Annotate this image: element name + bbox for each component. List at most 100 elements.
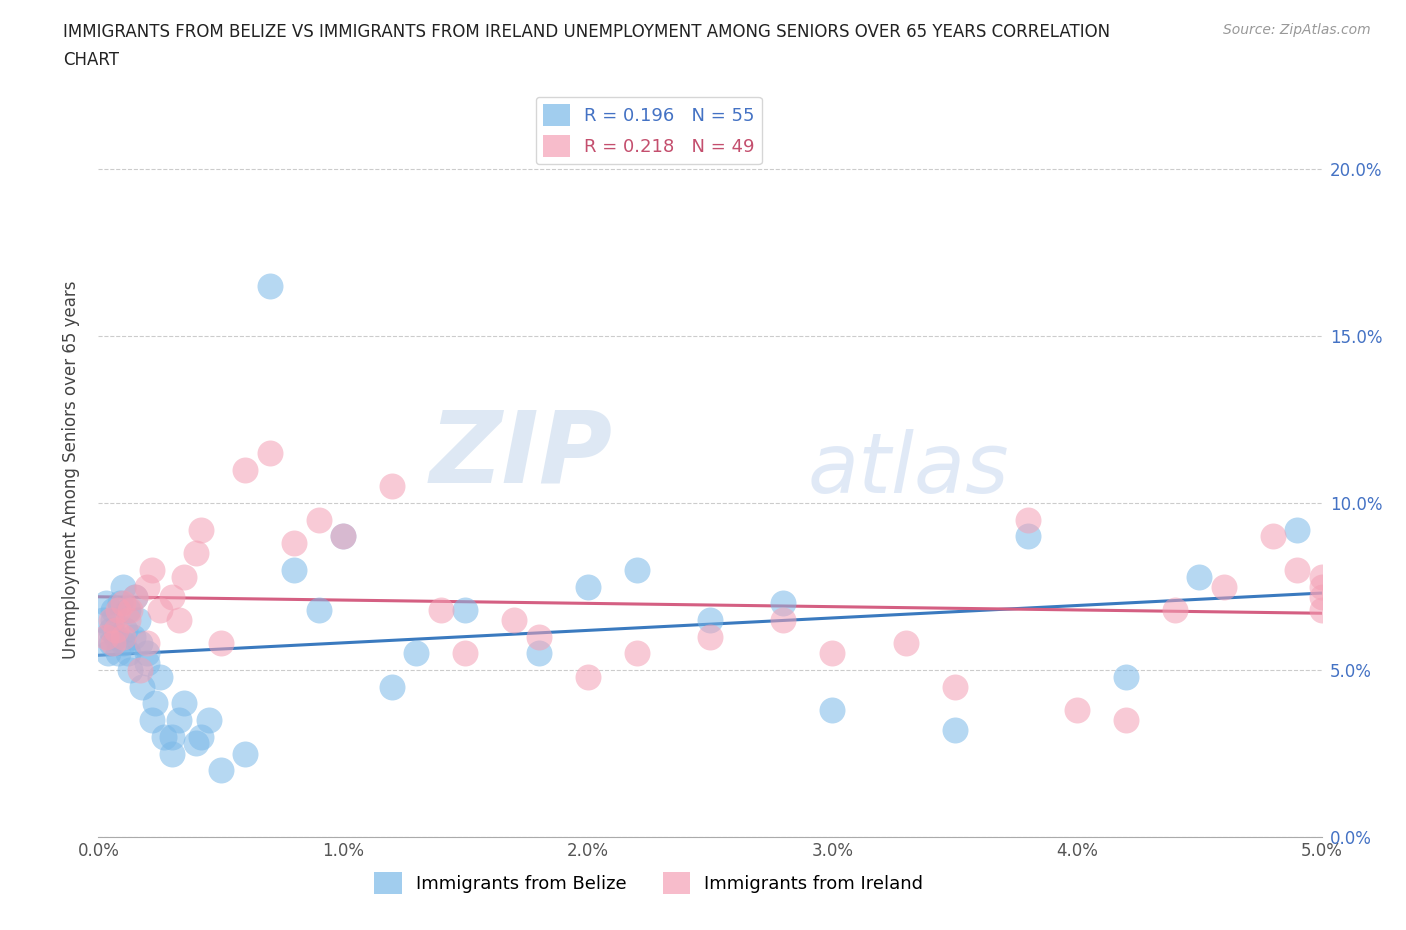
Point xyxy=(160,746,183,761)
Point xyxy=(209,636,232,651)
Point xyxy=(111,596,134,611)
Point xyxy=(91,613,114,628)
Point xyxy=(97,646,120,661)
Point xyxy=(943,679,966,694)
Point xyxy=(943,723,966,737)
Point xyxy=(1310,589,1333,604)
Point xyxy=(101,636,124,651)
Point xyxy=(186,736,208,751)
Point xyxy=(626,563,648,578)
Point xyxy=(124,589,146,604)
Point xyxy=(1115,670,1137,684)
Point xyxy=(454,646,477,661)
Point xyxy=(454,603,477,618)
Point xyxy=(111,630,134,644)
Point xyxy=(107,603,129,618)
Point xyxy=(527,646,550,661)
Point xyxy=(160,729,183,744)
Point xyxy=(120,662,142,677)
Point xyxy=(101,613,124,628)
Point xyxy=(233,746,256,761)
Point xyxy=(576,670,599,684)
Point xyxy=(259,278,281,293)
Point xyxy=(127,613,149,628)
Point xyxy=(136,646,159,661)
Point xyxy=(1066,703,1088,718)
Point xyxy=(136,636,159,651)
Point xyxy=(1017,529,1039,544)
Point xyxy=(332,529,354,544)
Point xyxy=(1310,569,1333,584)
Point xyxy=(381,679,404,694)
Point xyxy=(1261,529,1284,544)
Point xyxy=(576,579,599,594)
Point xyxy=(149,603,172,618)
Point xyxy=(190,729,212,744)
Point xyxy=(821,703,844,718)
Point xyxy=(153,729,176,744)
Point xyxy=(283,536,305,551)
Point xyxy=(97,630,120,644)
Point xyxy=(94,596,117,611)
Point xyxy=(308,603,330,618)
Text: ZIP: ZIP xyxy=(429,406,612,503)
Point xyxy=(101,603,124,618)
Point xyxy=(131,679,153,694)
Point xyxy=(381,479,404,494)
Point xyxy=(626,646,648,661)
Point xyxy=(110,596,132,611)
Point xyxy=(160,589,183,604)
Point xyxy=(233,462,256,477)
Point xyxy=(1286,523,1309,538)
Point xyxy=(143,696,166,711)
Point xyxy=(136,656,159,671)
Point xyxy=(1017,512,1039,527)
Point xyxy=(430,603,453,618)
Point xyxy=(1212,579,1234,594)
Point xyxy=(1188,569,1211,584)
Point xyxy=(120,603,142,618)
Point xyxy=(167,712,190,727)
Point xyxy=(190,523,212,538)
Point xyxy=(111,579,134,594)
Point xyxy=(141,712,163,727)
Point xyxy=(821,646,844,661)
Point xyxy=(332,529,354,544)
Point xyxy=(1164,603,1187,618)
Text: IMMIGRANTS FROM BELIZE VS IMMIGRANTS FROM IRELAND UNEMPLOYMENT AMONG SENIORS OVE: IMMIGRANTS FROM BELIZE VS IMMIGRANTS FRO… xyxy=(63,23,1111,41)
Point xyxy=(111,636,134,651)
Point xyxy=(149,670,172,684)
Point xyxy=(259,445,281,460)
Text: Source: ZipAtlas.com: Source: ZipAtlas.com xyxy=(1223,23,1371,37)
Point xyxy=(209,763,232,777)
Point xyxy=(107,646,129,661)
Text: atlas: atlas xyxy=(808,429,1010,511)
Point xyxy=(1310,579,1333,594)
Point xyxy=(527,630,550,644)
Point xyxy=(894,636,917,651)
Point xyxy=(197,712,219,727)
Point xyxy=(124,589,146,604)
Y-axis label: Unemployment Among Seniors over 65 years: Unemployment Among Seniors over 65 years xyxy=(62,281,80,658)
Point xyxy=(772,613,794,628)
Point xyxy=(117,613,139,628)
Point xyxy=(136,579,159,594)
Point xyxy=(129,636,152,651)
Point xyxy=(94,630,117,644)
Point xyxy=(141,563,163,578)
Point xyxy=(117,603,139,618)
Point xyxy=(699,613,721,628)
Point xyxy=(114,622,136,637)
Point xyxy=(100,636,122,651)
Point xyxy=(117,646,139,661)
Point xyxy=(100,613,122,628)
Point xyxy=(1286,563,1309,578)
Point xyxy=(173,696,195,711)
Point xyxy=(1115,712,1137,727)
Point xyxy=(104,622,127,637)
Point xyxy=(405,646,427,661)
Point xyxy=(173,569,195,584)
Point xyxy=(503,613,526,628)
Point xyxy=(1310,603,1333,618)
Point xyxy=(121,630,143,644)
